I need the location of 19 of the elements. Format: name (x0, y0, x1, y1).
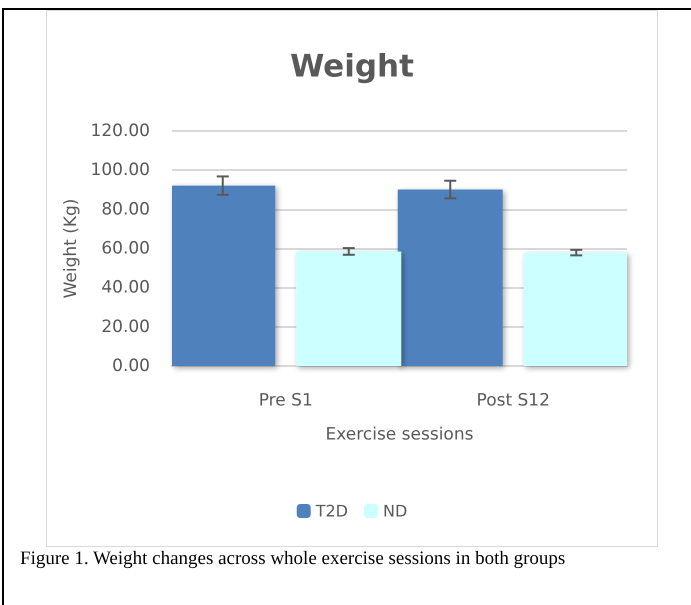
y-axis-title: Weight (Kg) (61, 198, 82, 298)
bar (398, 190, 503, 366)
bar (172, 186, 276, 366)
y-tick-label: 40.00 (101, 278, 150, 298)
y-tick-label: 100.00 (90, 160, 150, 180)
legend-label: ND (382, 502, 408, 520)
legend-label: T2D (314, 502, 348, 520)
y-tick-label: 20.00 (101, 316, 150, 337)
x-axis-title: Exercise sessions (326, 424, 474, 444)
caption: Figure 1. Weight changes across whole exercise sessions in both groups (20, 547, 566, 570)
y-tick-label: 120.00 (90, 121, 150, 141)
x-tick-label: Post S12 (476, 390, 550, 410)
y-tick-label: 60.00 (101, 238, 150, 258)
x-tick-label: Pre S1 (258, 390, 313, 410)
bar (524, 252, 627, 366)
y-tick-label: 80.00 (101, 199, 150, 220)
y-tick-label: 0.00 (112, 356, 150, 376)
bar (296, 251, 402, 366)
chart-title: Weight (290, 48, 414, 84)
